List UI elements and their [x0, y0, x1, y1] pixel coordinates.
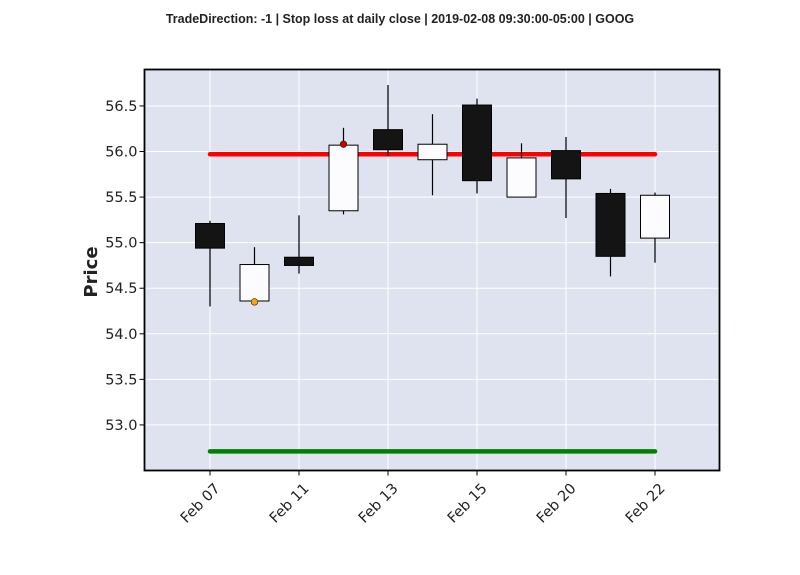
candle	[462, 98, 492, 194]
x-tick-label: Feb 20	[534, 481, 580, 527]
candle-body	[595, 192, 626, 257]
candle	[595, 188, 626, 277]
x-tick-label: Feb 22	[623, 481, 669, 527]
x-axis-ticks: Feb 07 Feb 11 Feb 13 Feb 15 Feb 20 Feb 22	[178, 470, 669, 527]
candle-body	[239, 264, 270, 302]
candle-body	[195, 223, 225, 249]
candle	[284, 215, 314, 274]
candle-body	[417, 143, 448, 161]
markers	[250, 140, 348, 306]
candle	[551, 136, 581, 219]
x-tick-label: Feb 07	[178, 481, 224, 527]
y-axis-label: Price	[81, 246, 102, 297]
candle-body	[640, 194, 670, 239]
y-tick-label: 54.0	[105, 327, 137, 343]
x-tick-label: Feb 15	[445, 481, 491, 527]
x-tick-label: Feb 11	[267, 481, 313, 527]
chart-title: TradeDirection: -1 | Stop loss at daily …	[166, 12, 634, 26]
y-tick-label: 56.0	[105, 145, 137, 161]
candle-body	[506, 157, 537, 198]
y-axis-ticks: 53.0 53.5 54.0 54.5 55.0 55.5 56.0 56.5	[105, 99, 145, 434]
y-tick-label: 55.5	[105, 190, 137, 206]
y-tick-label: 53.5	[105, 372, 137, 388]
trade-marker	[250, 298, 259, 306]
y-tick-label: 54.5	[105, 281, 137, 297]
x-tick-label: Feb 13	[356, 481, 402, 527]
y-tick-label: 56.5	[105, 99, 137, 115]
candle-body	[462, 104, 492, 182]
candle-body	[328, 144, 359, 212]
candle-body	[284, 256, 314, 266]
candle	[506, 143, 537, 198]
trade-marker	[339, 140, 348, 148]
candles	[195, 84, 670, 307]
candle	[373, 84, 403, 157]
y-tick-label: 55.0	[105, 236, 137, 252]
candle-body	[373, 129, 403, 151]
candle	[195, 220, 225, 307]
candle	[640, 192, 670, 263]
candle	[417, 114, 448, 196]
candle	[239, 247, 270, 303]
y-tick-label: 53.0	[105, 418, 137, 434]
candle-body	[551, 150, 581, 180]
plot-frame	[143, 68, 721, 472]
